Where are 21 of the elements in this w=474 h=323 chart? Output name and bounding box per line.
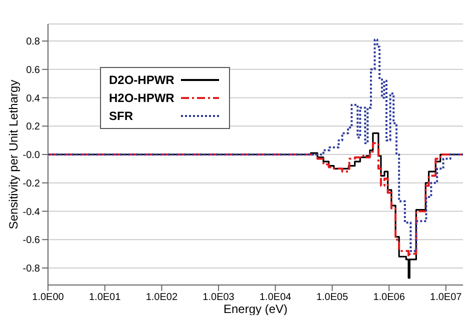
y-tick-label: -0.0: [22, 150, 40, 162]
y-tick-label: -0.4: [22, 206, 40, 218]
x-tick-label: 1.0E03: [202, 292, 235, 304]
y-tick-label: -0.2: [22, 178, 40, 190]
y-tick-label: 0.2: [26, 122, 40, 133]
y-axis-title: Sensitivity per Unit Lethargy: [6, 80, 20, 230]
x-tick-label: 1.0E07: [430, 292, 462, 304]
legend-label: D2O-HPWR: [109, 73, 176, 87]
x-tick-label: 1.0E05: [316, 292, 348, 304]
y-tick-label: 0.6: [26, 64, 40, 76]
y-tick-label: 0.8: [26, 36, 40, 48]
text: SFR: [109, 109, 134, 123]
y-tick-label: -0.8: [22, 264, 40, 275]
x-tick-label: 1.0E04: [260, 292, 292, 304]
y-tick-label: 0.4: [26, 93, 40, 104]
y-tick-label: -0.6: [22, 235, 40, 246]
x-tick-label: 1.0E01: [88, 292, 122, 304]
x-tick-label: 1.0E00: [32, 292, 64, 304]
x-tick-label: 1.0E02: [146, 292, 178, 304]
x-tick-label: 1.0E06: [373, 292, 406, 304]
legend-label: H2O-HPWR: [109, 91, 176, 105]
